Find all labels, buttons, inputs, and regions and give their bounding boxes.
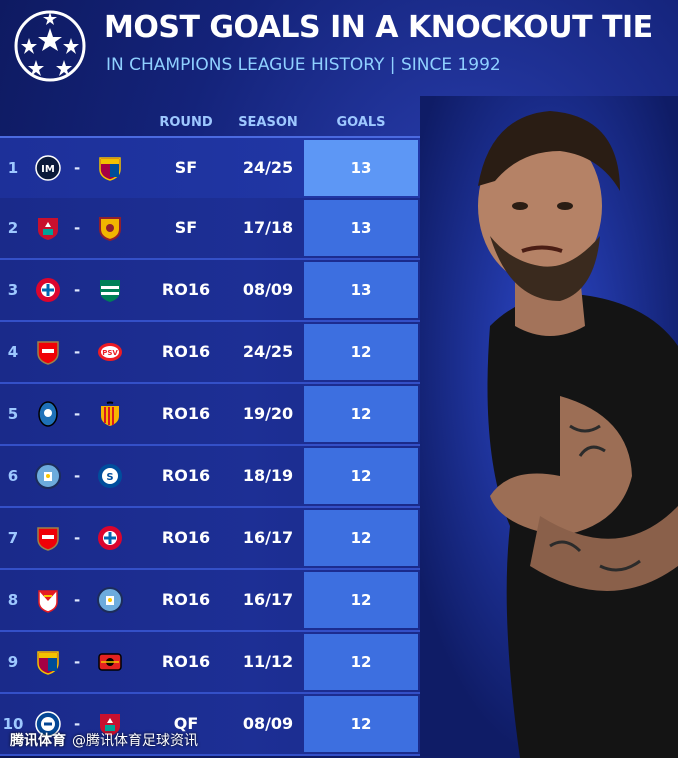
versus-dash: -: [74, 343, 81, 361]
season-cell: 08/09: [242, 280, 294, 299]
goals-cell: 13: [304, 140, 418, 196]
round-cell: QF: [173, 714, 199, 733]
versus-dash: -: [74, 281, 81, 299]
watermark-handle: @腾讯体育足球资讯: [72, 733, 198, 749]
column-header-goals: GOALS: [336, 115, 386, 130]
rank-number: 10: [2, 715, 24, 733]
barcelona-crest-icon: [35, 649, 61, 675]
round-cell: SF: [174, 218, 198, 237]
versus-dash: -: [74, 591, 81, 609]
round-cell: RO16: [161, 280, 211, 299]
round-cell: RO16: [161, 342, 211, 361]
season-cell: 24/25: [242, 158, 294, 177]
versus-dash: -: [74, 529, 81, 547]
chelsea-crest-icon: [35, 711, 61, 737]
psv-crest-icon: PSV: [97, 339, 123, 365]
versus-dash: -: [74, 405, 81, 423]
champions-league-starball-icon: [14, 10, 86, 82]
arsenal-crest-icon: [35, 339, 61, 365]
versus-dash: -: [74, 159, 81, 177]
player-photo: [420, 96, 678, 758]
season-cell: 08/09: [242, 714, 294, 733]
round-cell: RO16: [161, 590, 211, 609]
schalke-crest-icon: S: [97, 463, 123, 489]
man-city-crest-icon: [35, 463, 61, 489]
season-cell: 16/17: [242, 590, 294, 609]
table-row: 2 - SF 17/18 13: [0, 198, 420, 260]
liverpool-crest-icon: [35, 215, 61, 241]
table-row: 4 - PSV RO16 24/25 12: [0, 322, 420, 384]
round-cell: RO16: [161, 466, 211, 485]
leverkusen-crest-icon: [97, 649, 123, 675]
rank-number: 4: [7, 343, 19, 361]
round-cell: RO16: [161, 528, 211, 547]
table-row: 6 - S RO16 18/19 12: [0, 446, 420, 508]
liverpool-crest-icon: [97, 711, 123, 737]
versus-dash: -: [74, 715, 81, 733]
table-row: 9 - RO16 11/12 12: [0, 632, 420, 694]
watermark-brand: 腾讯体育: [10, 733, 66, 749]
table-row: 3 - RO16 08/09 13: [0, 260, 420, 322]
svg-text:IM: IM: [41, 164, 55, 175]
season-cell: 18/19: [242, 466, 294, 485]
watermark: 腾讯体育 @腾讯体育足球资讯: [10, 730, 198, 750]
table-row: 1 IM - SF 24/25 13: [0, 136, 420, 200]
goals-cell: 12: [304, 386, 418, 442]
roma-crest-icon: [97, 215, 123, 242]
versus-dash: -: [74, 653, 81, 671]
page-subtitle: IN CHAMPIONS LEAGUE HISTORY | SINCE 1992: [106, 55, 501, 75]
valencia-crest-icon: [97, 401, 123, 427]
man-city-crest-icon: [97, 587, 123, 613]
season-cell: 24/25: [242, 342, 294, 361]
table-row: 8 - RO16 16/17 12: [0, 570, 420, 632]
svg-text:PSV: PSV: [102, 349, 118, 357]
barcelona-crest-icon: [97, 155, 123, 181]
bayern-crest-icon: [97, 525, 123, 551]
atalanta-crest-icon: [35, 401, 61, 427]
round-cell: RO16: [161, 404, 211, 423]
season-cell: 17/18: [242, 218, 294, 237]
goals-cell: 13: [304, 262, 418, 318]
rank-number: 9: [7, 653, 19, 671]
goals-cell: 12: [304, 634, 418, 690]
season-cell: 11/12: [242, 652, 294, 671]
goals-cell: 12: [304, 448, 418, 504]
rank-number: 1: [7, 159, 19, 177]
goals-cell: 12: [304, 696, 418, 752]
goals-cell: 13: [304, 200, 418, 256]
page-title: MOST GOALS IN A KNOCKOUT TIE: [104, 10, 653, 45]
bayern-crest-icon: [35, 277, 61, 303]
table-row: 7 - RO16 16/17 12: [0, 508, 420, 570]
svg-text:S: S: [106, 472, 113, 483]
rank-number: 2: [7, 219, 19, 237]
rank-number: 7: [7, 529, 19, 547]
arsenal-crest-icon: [35, 525, 61, 551]
rank-number: 3: [7, 281, 19, 299]
season-cell: 16/17: [242, 528, 294, 547]
column-header-season: SEASON: [238, 115, 298, 130]
round-cell: SF: [174, 158, 198, 177]
sporting-crest-icon: [97, 277, 123, 303]
goals-cell: 12: [304, 510, 418, 566]
rank-number: 6: [7, 467, 19, 485]
table-row: 5 - RO16 19/20 12: [0, 384, 420, 446]
rank-number: 5: [7, 405, 19, 423]
monaco-crest-icon: [35, 587, 61, 613]
versus-dash: -: [74, 467, 81, 485]
inter-crest-icon: IM: [35, 155, 61, 181]
column-header-round: ROUND: [159, 115, 213, 130]
rank-number: 8: [7, 591, 19, 609]
goals-cell: 12: [304, 572, 418, 628]
round-cell: RO16: [161, 652, 211, 671]
versus-dash: -: [74, 219, 81, 237]
table-row: 10 - QF 08/09 12: [0, 694, 420, 756]
goals-cell: 12: [304, 324, 418, 380]
season-cell: 19/20: [242, 404, 294, 423]
